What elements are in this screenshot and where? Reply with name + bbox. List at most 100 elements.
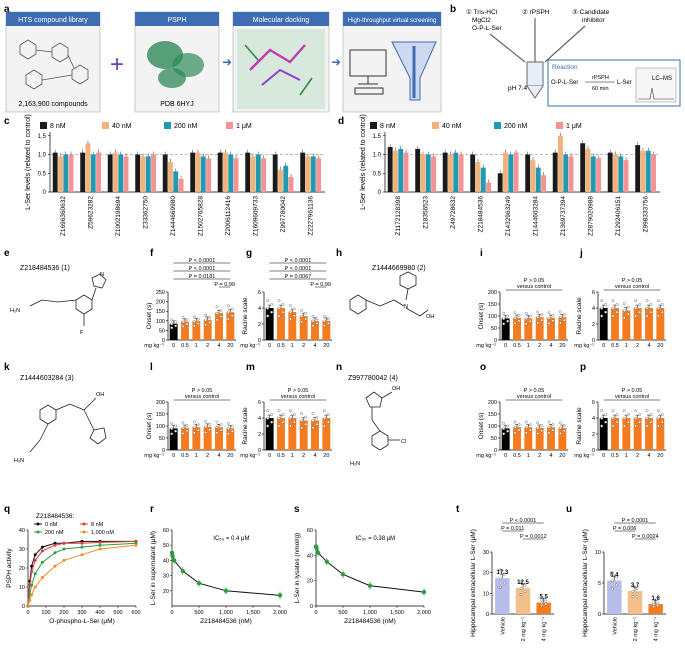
y-tick-label: 150 <box>488 302 497 308</box>
x-tick-label: 0 <box>170 610 173 616</box>
x-tick-label: 2 <box>302 453 305 459</box>
bar <box>123 156 129 192</box>
y-tick-label: 0 <box>258 448 261 454</box>
x-tick-label: 0.5 <box>513 343 521 349</box>
series-line <box>27 544 137 607</box>
x-tick-label: 4 mg kg⁻¹ <box>654 617 660 641</box>
bar <box>607 580 622 614</box>
x-tick-label: Z997780042 <box>280 196 287 233</box>
data-point <box>506 424 510 428</box>
psph-header <box>135 12 219 26</box>
data-point <box>311 412 315 415</box>
data-point <box>266 299 270 303</box>
data-point <box>611 314 615 318</box>
data-point <box>266 416 270 420</box>
data-point <box>300 426 304 430</box>
x-tick-label: 500 <box>338 610 347 616</box>
panel-label-a: a <box>4 4 10 15</box>
data-point <box>502 422 506 425</box>
y-tick-label: 0 <box>598 612 601 618</box>
reagent-1c: O-P-L-Ser <box>472 25 502 32</box>
data-point <box>611 306 615 310</box>
arrow-icon: ➜ <box>222 55 232 69</box>
data-point <box>40 549 44 553</box>
panel-a: a HTS compound library 2,163,900 compoun… <box>4 4 442 113</box>
stat-label: P = 0.0181 <box>189 274 216 280</box>
bar <box>215 427 223 450</box>
data-point <box>547 322 551 325</box>
data-point <box>562 424 566 427</box>
data-point <box>170 427 174 431</box>
stat-label: P = 0.0024 <box>632 534 659 540</box>
bar <box>480 167 486 192</box>
bar <box>398 148 404 192</box>
y-tick-label: 0 <box>486 612 489 618</box>
x-tick-label: Vehicle <box>500 617 506 635</box>
data-point <box>634 306 638 310</box>
stat-label: P = 0.011 <box>501 526 524 532</box>
stat-label: P > 0.05 <box>524 388 545 394</box>
data-point <box>506 319 510 323</box>
data-point <box>600 424 604 428</box>
bar <box>645 418 653 450</box>
n-oh-label: OH <box>392 386 400 392</box>
series-line <box>27 540 137 607</box>
legend-label-3: 1 μM <box>566 123 582 130</box>
bar <box>415 148 421 192</box>
bar <box>458 154 464 192</box>
data-point <box>502 322 506 326</box>
data-point <box>304 415 308 419</box>
y-tick-label: 4 <box>592 306 595 312</box>
x-tick-label: 2 <box>636 343 639 349</box>
stat-label: P > 0.05 <box>288 388 309 394</box>
x-tick-label: 1 <box>625 343 628 349</box>
y-tick-label: 0.5 <box>373 171 382 177</box>
data-point <box>174 424 178 428</box>
bar <box>431 156 436 192</box>
data-point <box>62 547 66 551</box>
data-point <box>540 424 544 427</box>
data-point <box>208 428 212 432</box>
legend-label: 1,000 nM <box>91 530 114 536</box>
bar <box>322 320 331 340</box>
bar <box>585 148 591 192</box>
data-point <box>634 424 638 428</box>
nh-label: N <box>100 272 104 278</box>
bar <box>316 158 321 192</box>
x-tick-label: Z18356523 <box>423 196 430 229</box>
x-tick-label: 0 <box>268 343 271 349</box>
y-tick-label: 2 <box>258 322 261 328</box>
panel-label-i: i <box>480 248 483 259</box>
data-point <box>615 420 619 424</box>
legend-d: 8 nM 40 nM 200 nM 1 μM <box>370 122 582 130</box>
arrow-icon-2: ➜ <box>331 55 341 69</box>
data-point <box>53 551 57 555</box>
data-point <box>626 413 630 416</box>
data-point <box>322 409 326 413</box>
data-point <box>547 420 551 424</box>
panel-label-g: g <box>246 248 252 259</box>
x-tick-label: 0 <box>602 343 605 349</box>
legend-marker <box>82 522 86 526</box>
data-point <box>610 571 614 575</box>
docking-header <box>233 12 329 26</box>
data-point <box>181 421 185 425</box>
bar <box>299 420 308 450</box>
reagent-3: ③ Candidate <box>572 8 610 16</box>
data-point <box>649 420 653 424</box>
bar <box>255 154 261 192</box>
data-point <box>315 317 319 321</box>
data-point <box>192 431 196 435</box>
bar <box>513 152 519 192</box>
lcms-panel <box>635 67 677 103</box>
x-axis-label: mg kg⁻¹ <box>574 343 594 349</box>
x-tick-label: 2 <box>538 343 541 349</box>
reaction-enzyme: rPSPH <box>592 75 609 81</box>
chart-g: 0 2 4 6 Racine scale 0 0.5 1 2 4 20 mg kg⁻¹ P < 0.00… <box>240 258 332 349</box>
data-point <box>281 303 285 306</box>
data-point <box>315 321 319 325</box>
x-tick-label: 1 <box>195 453 198 459</box>
data-point <box>604 420 608 424</box>
data-point <box>645 306 649 310</box>
data-point <box>502 317 506 321</box>
